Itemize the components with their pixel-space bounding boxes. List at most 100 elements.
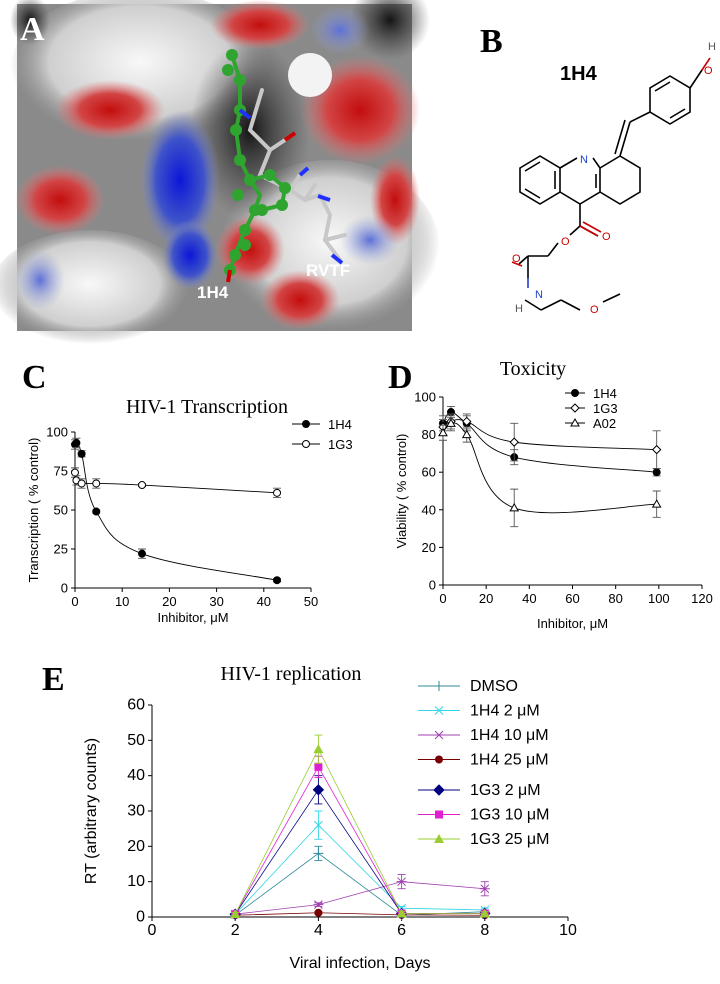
y-tick-label: 100 <box>46 425 68 440</box>
x-axis-label: Viral infection, Days <box>289 955 430 972</box>
y-tick-label: 0 <box>61 581 68 596</box>
x-tick-label: 100 <box>648 591 670 606</box>
y-axis-label: Viability ( % control) <box>394 434 409 549</box>
x-tick-label: 2 <box>231 922 240 939</box>
data-point <box>314 820 323 830</box>
data-point <box>71 468 79 477</box>
atom-o-hydroxyl: O <box>704 65 713 77</box>
y-tick-label: 20 <box>127 838 145 855</box>
data-point <box>313 744 324 754</box>
ligand-oxygen <box>226 269 232 283</box>
legend-label: DMSO <box>470 678 518 695</box>
data-point <box>461 429 472 439</box>
data-point <box>72 438 81 447</box>
x-tick-label: 20 <box>162 594 176 609</box>
y-tick-label: 100 <box>414 390 436 405</box>
panel-d-letter: D <box>388 359 413 396</box>
x-tick-label: 50 <box>304 594 318 609</box>
data-point <box>462 416 472 427</box>
panel-b: B 1H4 <box>480 23 716 316</box>
x-tick-label: 80 <box>608 591 622 606</box>
y-tick-label: 60 <box>127 697 145 714</box>
x-tick-label: 40 <box>257 594 271 609</box>
series-line <box>234 824 485 915</box>
chart-title: Toxicity <box>500 358 566 380</box>
series-line <box>442 411 657 473</box>
x-tick-label: 4 <box>314 922 323 939</box>
x-tick-label: 40 <box>522 591 536 606</box>
x-tick-label: 30 <box>209 594 223 609</box>
series-line <box>442 422 657 514</box>
legend-marker <box>302 440 310 448</box>
legend-marker <box>570 417 580 427</box>
legend-marker <box>570 403 580 413</box>
panel-c-letter: C <box>22 359 47 396</box>
y-tick-label: 60 <box>422 465 436 480</box>
panel-a: A 1H4 RVTF <box>0 0 440 350</box>
data-point <box>652 468 661 477</box>
legend-label: 1G3 10 μM <box>470 807 549 824</box>
series-line <box>442 419 657 451</box>
y-tick-label: 40 <box>127 767 145 784</box>
legend-label: 1H4 10 μM <box>470 727 549 744</box>
atom-n-ring: N <box>580 154 588 166</box>
data-point <box>312 784 325 796</box>
series-2: 1H4 10 μM <box>230 727 549 919</box>
data-point <box>479 884 490 894</box>
chemical-structure <box>518 69 703 311</box>
y-tick-label: 20 <box>422 540 436 555</box>
data-point <box>509 437 519 447</box>
y-tick-label: 50 <box>54 503 68 518</box>
data-point <box>92 479 101 488</box>
y-tick-label: 80 <box>422 427 436 442</box>
data-point <box>651 499 662 508</box>
x-tick-label: 60 <box>565 591 579 606</box>
data-point <box>230 909 241 919</box>
legend-marker <box>433 784 445 796</box>
y-axis-label: RT (arbitrary counts) <box>83 738 100 884</box>
series-1: 1G3 <box>438 401 662 469</box>
legend-marker <box>434 730 444 740</box>
legend-label: 1G3 25 μM <box>470 831 549 848</box>
data-point <box>314 762 323 771</box>
legend-label: A02 <box>593 416 616 431</box>
legend-label: 1H4 25 μM <box>470 752 549 769</box>
data-point <box>396 908 407 918</box>
x-tick-label: 6 <box>397 922 406 939</box>
data-point <box>651 444 662 455</box>
chart-replication: 0 10 20 30 40 50 60 0 2 4 6 8 10 HIV-1 replication Vir… <box>83 663 577 972</box>
data-point <box>446 418 456 427</box>
peptide-heteroatoms <box>283 131 344 265</box>
series-1: 1G3 <box>71 437 353 498</box>
data-point <box>138 549 147 558</box>
atom-h-hydroxyl: H <box>708 41 716 53</box>
x-axis-label: Inhibitor, μM <box>157 610 228 625</box>
data-point <box>509 502 520 512</box>
y-axis-label: Transcription ( % control) <box>26 438 41 583</box>
series-line <box>234 748 485 915</box>
chart-transcription: 0 25 50 75 100 0 10 20 30 40 50 HIV-1 Transcription… <box>26 396 353 625</box>
y-tick-label: 30 <box>127 803 145 820</box>
series-0: 1H4 <box>439 386 661 477</box>
legend-marker <box>571 389 579 397</box>
panel-b-letter: B <box>480 23 503 60</box>
series-line <box>234 789 485 915</box>
chart-title: HIV-1 replication <box>221 663 362 685</box>
y-tick-label: 0 <box>136 909 145 926</box>
panel-e-letter: E <box>42 661 65 698</box>
x-axis-label: Inhibitor, μM <box>537 616 608 631</box>
x-tick-label: 10 <box>115 594 129 609</box>
series-line <box>234 852 485 916</box>
series-line <box>235 881 485 915</box>
series-6: 1G3 25 μM <box>230 734 549 919</box>
data-point <box>314 908 323 917</box>
x-tick-label: 10 <box>559 922 577 939</box>
ligand-label: 1H4 <box>197 283 229 302</box>
atom-o-carbonyl1: O <box>602 231 611 243</box>
x-tick-label: 0 <box>439 591 446 606</box>
atom-n-amide: N <box>535 289 543 301</box>
data-point <box>138 481 147 490</box>
legend-label: 1H4 2 μM <box>470 703 540 720</box>
ligand-ball-and-stick <box>222 49 291 276</box>
y-tick-label: 10 <box>127 873 145 890</box>
